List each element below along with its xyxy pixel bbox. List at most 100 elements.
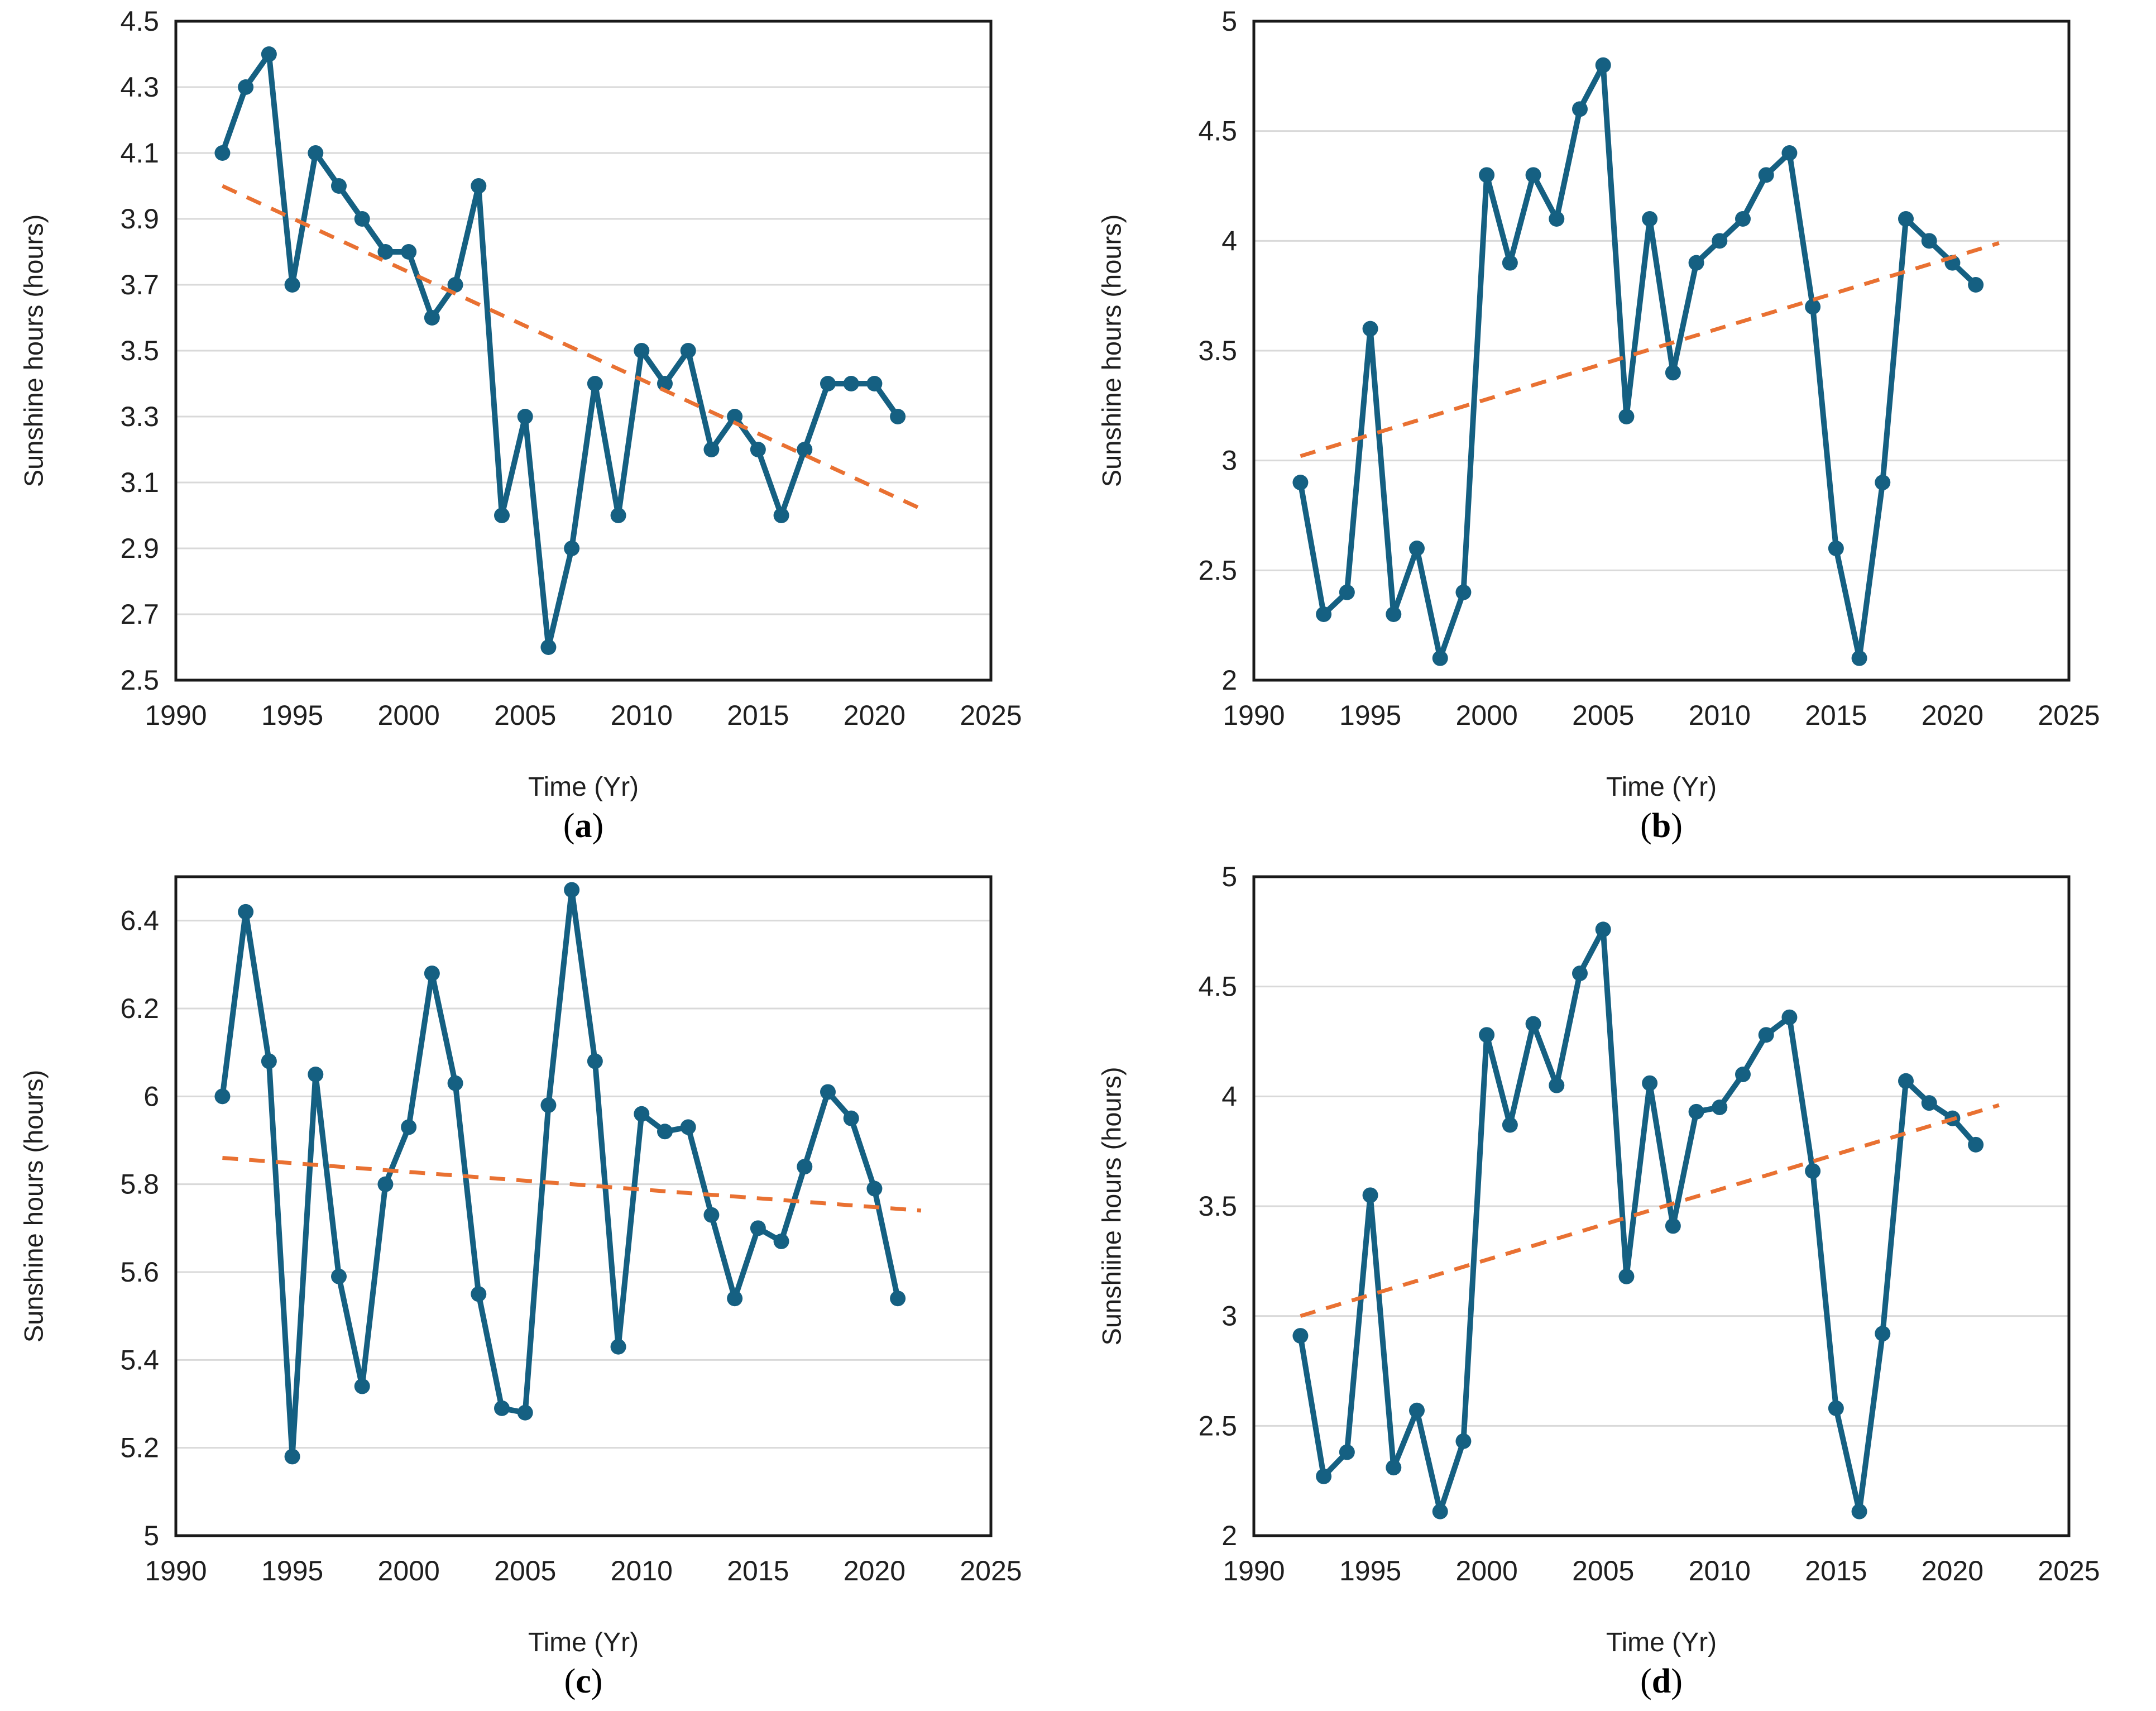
plot-border <box>174 875 993 1537</box>
y-tick-label: 4.5 <box>120 6 159 37</box>
data-point <box>284 277 300 293</box>
x-axis-title: Time (Yr) <box>528 1628 639 1657</box>
y-tick-label: 5.2 <box>120 1432 159 1464</box>
data-point <box>447 277 463 293</box>
y-tick-label: 6.2 <box>120 993 159 1024</box>
y-tick-label: 4.3 <box>120 71 159 103</box>
plot-border <box>174 20 993 682</box>
chart-panel-a: 2.5 2.7 2.9 3.1 3.3 3.5 3.7 3.9 4.1 4.3 4.5 1990 199… <box>0 0 1078 855</box>
y-tick-label: 3.5 <box>1198 1191 1237 1222</box>
x-tick-label: 2000 <box>1456 1555 1518 1586</box>
data-point <box>727 1291 743 1307</box>
data-point <box>1316 1468 1332 1484</box>
y-tick-label: 5.6 <box>120 1256 159 1288</box>
data-point <box>447 1075 463 1091</box>
trendline <box>1300 1103 2000 1318</box>
y-tick-label: 3.5 <box>120 335 159 366</box>
y-tick-label: 5.4 <box>120 1344 159 1375</box>
y-tick-label: 2.9 <box>120 533 159 564</box>
data-point <box>610 1339 626 1355</box>
x-tick-label: 1995 <box>1339 1555 1401 1586</box>
data-point <box>1316 606 1332 622</box>
y-tick-label: 4.5 <box>1198 116 1237 147</box>
x-tick-label: 2000 <box>378 700 440 731</box>
data-point <box>1851 650 1867 666</box>
data-point <box>424 966 440 982</box>
panel-caption-a: (a) <box>563 806 603 846</box>
data-point <box>587 376 603 391</box>
data-point <box>1618 409 1635 424</box>
data-point <box>1735 211 1751 227</box>
x-tick-label: 2010 <box>611 700 673 731</box>
y-tick-label: 3.7 <box>120 269 159 300</box>
x-tick-label: 1990 <box>145 1555 207 1586</box>
x-tick-label: 2000 <box>378 1555 440 1586</box>
data-point <box>750 1220 766 1236</box>
data-point <box>401 1119 417 1135</box>
data-point <box>517 1404 533 1421</box>
x-tick-label: 1990 <box>1223 1555 1285 1586</box>
data-point <box>797 442 813 457</box>
data-point <box>1875 1326 1891 1342</box>
data-point <box>1479 1027 1495 1043</box>
data-point <box>1292 475 1309 490</box>
data-point <box>1642 211 1658 227</box>
caption-paren: ) <box>1671 1662 1683 1700</box>
trendline <box>221 184 922 511</box>
data-point <box>354 211 370 227</box>
caption-paren: ( <box>1640 1662 1652 1700</box>
data-point <box>1898 211 1914 227</box>
line-chart-d: 2 2.5 3 3.5 4 4.5 5 1990 1995 2000 2005 2010 2015 202… <box>1198 861 2100 1586</box>
data-point <box>890 1291 906 1307</box>
line-chart-b: 2 2.5 3 3.5 4 4.5 5 1990 1995 2000 2005 2010 2015 202… <box>1198 6 2100 731</box>
data-point <box>587 1053 603 1069</box>
data-point <box>1758 167 1774 183</box>
data-point <box>261 1053 277 1069</box>
y-tick-label: 6.4 <box>120 905 159 936</box>
data-point <box>843 376 859 391</box>
y-axis-title: Sunshine hours (hours) <box>1096 214 1127 488</box>
data-point <box>1781 1009 1798 1025</box>
data-point <box>634 1106 650 1122</box>
y-tick-label: 2.5 <box>1198 555 1237 586</box>
y-tick-label: 3.1 <box>120 467 159 498</box>
y-tick-label: 2.7 <box>120 599 159 630</box>
y-tick-label: 3.5 <box>1198 335 1237 366</box>
y-tick-label: 5 <box>1221 6 1237 37</box>
caption-paren: ) <box>1671 807 1683 845</box>
data-point <box>657 1124 673 1140</box>
chart-panel-d: 2 2.5 3 3.5 4 4.5 5 1990 1995 2000 2005 2010 2015 202… <box>1078 855 2156 1711</box>
data-point <box>1455 584 1472 600</box>
x-tick-label: 2020 <box>844 700 905 731</box>
data-point <box>1688 255 1704 271</box>
data-point <box>1362 321 1378 337</box>
data-point <box>1502 1117 1518 1133</box>
data-point <box>471 178 487 194</box>
data-point <box>494 1400 510 1416</box>
x-tick-label: 2025 <box>960 1555 1022 1586</box>
data-point <box>308 145 324 161</box>
data-series-line <box>1297 62 1979 661</box>
data-point <box>1688 1103 1704 1120</box>
chart-panel-c: 5 5.2 5.4 5.6 5.8 6 6.2 6.4 1990 1995 2000 2005 2010… <box>0 855 1078 1711</box>
data-point <box>820 1084 836 1100</box>
line-chart-c: 5 5.2 5.4 5.6 5.8 6 6.2 6.4 1990 1995 2000 2005 2010… <box>120 875 1022 1586</box>
caption-paren: ) <box>592 807 604 845</box>
data-point <box>377 244 394 260</box>
x-tick-label: 2005 <box>494 1555 556 1586</box>
data-point <box>1712 233 1728 249</box>
data-point <box>1525 167 1541 183</box>
data-point <box>1828 541 1844 556</box>
caption-letter: d <box>1651 1662 1671 1700</box>
panel-caption-b: (b) <box>1640 806 1683 846</box>
y-tick-label: 5.8 <box>120 1169 159 1200</box>
caption-letter: c <box>576 1662 591 1700</box>
data-point <box>564 882 580 898</box>
data-point <box>727 409 743 424</box>
data-point <box>866 1181 883 1197</box>
data-point <box>1595 921 1611 938</box>
y-tick-label: 5 <box>1221 861 1237 892</box>
x-axis-title: Time (Yr) <box>528 772 639 802</box>
x-tick-label: 2025 <box>2038 700 2100 731</box>
data-point <box>1665 365 1681 381</box>
